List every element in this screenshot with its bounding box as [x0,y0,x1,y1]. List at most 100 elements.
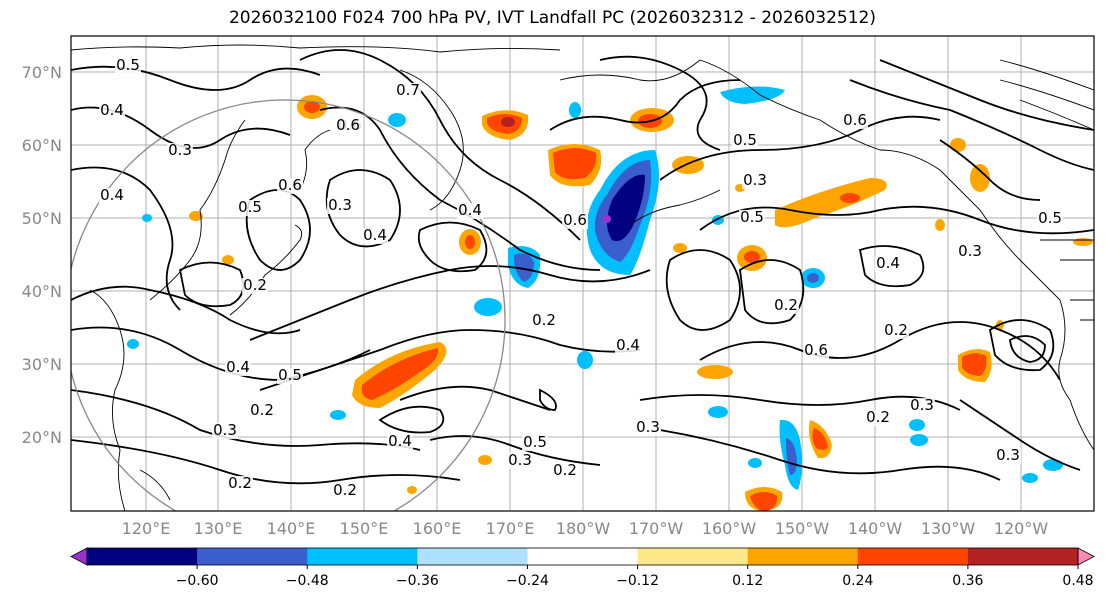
negative-pv-region [474,298,502,316]
contour-label: 0.3 [743,171,767,189]
contour-label: 0.4 [226,358,250,376]
lon-label: 140°E [267,519,316,538]
lat-label: 30°N [22,355,62,374]
lat-label: 40°N [22,282,62,301]
negative-pv-region [786,438,797,475]
lon-label: 170°E [486,519,535,538]
contour-label: 0.5 [278,366,302,384]
lon-label: 140°W [848,519,903,538]
contour-label: 0.4 [100,101,124,119]
contour-label: 0.3 [958,242,982,260]
colorbar-tick-label: −0.24 [506,573,549,589]
lat-label: 70°N [22,63,62,82]
positive-pv-region [465,235,475,249]
contour-label: 0.5 [523,433,547,451]
colorbar-segment [87,548,198,565]
positive-pv-region [744,251,760,263]
contour-label: 0.5 [740,208,764,226]
positive-pv-region [361,348,439,400]
positive-pv-region [935,219,945,231]
contour-label: 0.4 [616,336,640,354]
colorbar-segment [307,548,418,565]
negative-pv-region [607,174,645,242]
lon-label: 160°E [413,519,462,538]
negative-pv-region [514,253,534,282]
colorbar-max-extend [1077,547,1095,566]
contour-label: 0.2 [553,461,577,479]
contour-label: 0.3 [636,418,660,436]
lon-label: 180°W [556,519,611,538]
contour-label: 0.3 [168,141,192,159]
positive-pv-region [478,455,492,465]
latitude-labels: 70°N 60°N 50°N 40°N 30°N 20°N [22,63,62,447]
contour-label: 0.6 [843,111,867,129]
colorbar-segment [747,548,859,565]
colorbar-segment [197,548,308,565]
contour-label: 0.3 [328,196,352,214]
contour-label: 0.3 [996,446,1020,464]
contour-label: 0.2 [243,276,267,294]
negative-pv-region [142,214,152,222]
contour-label: 0.3 [508,451,532,469]
colorbar-segment [857,548,969,565]
colorbar-tick-label: −0.12 [616,573,659,589]
positive-pv-region [1073,238,1093,246]
negative-pv-region [708,406,728,418]
longitude-labels: 120°E 130°E 140°E 150°E 160°E 170°E 180°… [122,519,1049,538]
contour-labels: 0.50.40.40.30.60.50.30.40.60.20.20.40.50… [99,56,1063,499]
contour-label: 0.7 [396,81,420,99]
negative-pv-region [748,458,762,468]
positive-pv-region [840,193,860,203]
lat-label: 60°N [22,136,62,155]
positive-pv-region [775,178,887,228]
negative-pv-region [807,273,819,283]
contour-label: 0.3 [910,396,934,414]
negative-pv-region [910,434,928,446]
negative-pv-region [603,215,611,223]
positive-pv-region [950,138,966,152]
colorbar-tick-label: −0.48 [286,573,329,589]
colorbar-min-extend [70,547,88,566]
negative-pv-region [127,339,139,349]
lon-label: 120°W [994,519,1049,538]
contour-label: 0.5 [733,131,757,149]
contour-label: 0.2 [532,311,556,329]
pv-contours [71,49,1094,485]
map-border [70,35,1095,512]
negative-pv-region [909,419,925,431]
contour-label: 0.6 [278,176,302,194]
contour-label: 0.4 [363,226,387,244]
positive-pv-region [673,243,687,253]
contour-label: 0.2 [884,321,908,339]
lat-label: 20°N [22,428,62,447]
negative-pv-region [569,102,581,118]
lon-label: 150°E [340,519,389,538]
colorbar-tick-label: −0.60 [176,573,219,589]
colorbar-segment [527,548,639,565]
colorbar-tick-label: 0.12 [732,573,763,589]
lon-label: 160°W [702,519,757,538]
positive-pv-region [962,353,987,376]
colorbar-tick-label: 0.24 [842,573,873,589]
positive-pv-region [189,211,203,221]
contour-label: 0.5 [116,56,140,74]
lon-label: 120°E [122,519,171,538]
positive-pv-region [501,117,515,127]
positive-pv-region [970,164,990,192]
pv-shading [127,86,1093,511]
contour-label: 0.4 [100,186,124,204]
contour-label: 0.2 [333,481,357,499]
negative-pv-region [330,410,346,420]
lon-label: 150°W [775,519,830,538]
contour-label: 0.6 [336,116,360,134]
landfall-region-circle [71,99,506,511]
negative-pv-region [1022,473,1038,483]
lon-label: 130°E [194,519,243,538]
colorbar-segment [637,548,749,565]
negative-pv-region [388,113,406,127]
contour-label: 0.4 [388,432,412,450]
contour-label: 0.6 [804,341,828,359]
contour-label: 0.3 [213,421,237,439]
lon-label: 170°W [629,519,684,538]
